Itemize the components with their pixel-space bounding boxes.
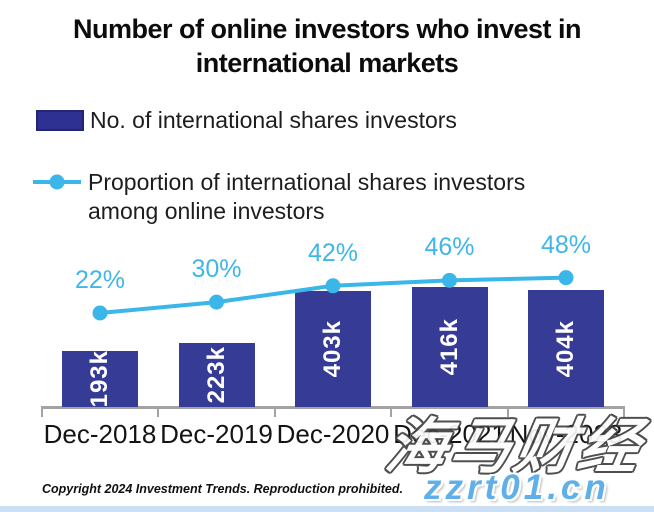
bar-series-legend-label: No. of international shares investors (90, 107, 457, 133)
chart-title-line1: Number of online investors who invest in (72, 14, 582, 44)
copyright-text: Copyright 2024 Investment Trends. Reprod… (42, 482, 403, 496)
x-axis-label: Dec-2020 (276, 419, 390, 449)
chart-title: Number of online investors who invest in… (0, 12, 654, 80)
line-value-label: 22% (74, 266, 126, 294)
bar-value-label: 193k (86, 350, 113, 408)
bar-Dec-2018: 193k (62, 350, 138, 408)
bar-Dec-2021: 416k (411, 287, 488, 407)
line-point-marker (209, 294, 224, 310)
line-series-marker-icon (33, 174, 81, 190)
bottom-accent-band (0, 506, 654, 512)
bar-value-label: 223k (202, 346, 230, 404)
bar-Dec-2020: 403k (295, 291, 371, 407)
x-axis-tick (40, 408, 43, 417)
bar-value-label: 404k (552, 319, 579, 378)
x-axis-label: Nov-2023 (509, 419, 623, 449)
x-axis-line (41, 406, 625, 409)
x-axis-label: Dec-2021 (393, 419, 506, 449)
bar-Nov-2023: 404k (528, 290, 604, 407)
legend-item-line: Proportion of international shares inves… (32, 168, 525, 226)
x-axis-tick (390, 408, 393, 417)
line-point-marker (92, 305, 108, 321)
x-axis-tick (273, 408, 276, 417)
watermark-url-text: zzrt01.cn (424, 468, 610, 507)
bar-series-swatch-icon (36, 110, 84, 131)
line-point-marker (558, 270, 574, 286)
legend-item-bars: No. of international shares investors (36, 106, 457, 135)
line-value-label: 48% (540, 230, 592, 259)
line-series-legend-label-line2: among online investors (88, 198, 325, 224)
line-value-label: 42% (307, 238, 359, 267)
bar-Dec-2019: 223k (178, 343, 255, 407)
line-value-label: 46% (424, 233, 475, 262)
bar-value-label: 403k (319, 320, 346, 378)
x-axis-tick (623, 408, 626, 417)
x-axis-tick (157, 408, 160, 417)
line-value-label: 30% (191, 255, 242, 284)
x-axis-tick (506, 408, 509, 417)
line-series-legend-label-line1: Proportion of international shares inves… (88, 169, 526, 195)
x-axis-label: Dec-2019 (160, 419, 273, 449)
x-axis-label: Dec-2018 (43, 419, 157, 449)
line-series-legend-label: Proportion of international shares inves… (88, 168, 525, 226)
bar-value-label: 416k (435, 318, 463, 376)
chart-title-line2: international markets (195, 48, 459, 78)
line-point-marker (442, 272, 457, 288)
